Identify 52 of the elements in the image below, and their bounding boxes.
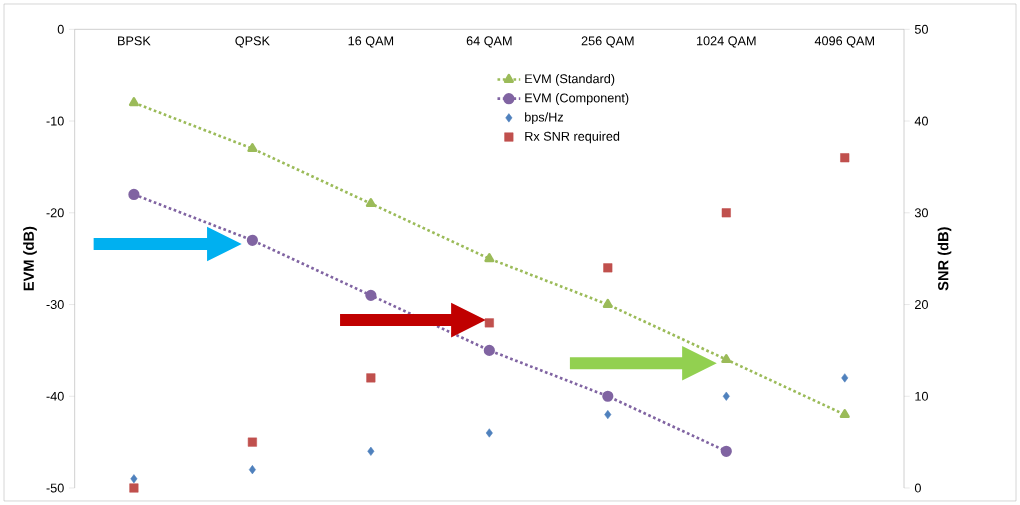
y-tick-label: -30 [46,300,64,310]
point [602,298,613,308]
point [720,445,732,457]
point [485,428,493,438]
legend-label: bps/Hz [525,112,564,125]
point [604,410,612,420]
point [128,188,140,201]
y2-axis-title: SNR (dB) [937,227,952,291]
point [248,465,256,475]
point [483,344,495,356]
point [247,142,258,153]
y2-tick-label: 0 [914,483,921,493]
point [721,208,731,218]
point [365,289,377,301]
x-tick-label: 16 QAM [348,36,394,48]
point [602,390,614,402]
point [721,353,732,364]
point [839,408,850,419]
y2-tick-label: 10 [915,391,928,401]
point [840,153,850,163]
x-tick-label: 4096 QAM [814,36,874,48]
legend-label: Rx SNR required [525,131,620,144]
point [365,198,376,208]
x-tick-label: 1024 QAM [696,36,756,48]
point [841,373,849,383]
y2-tick-label: 40 [914,116,928,126]
x-tick-label: BPSK [118,36,151,46]
point [129,483,139,493]
y-axis-title: EVM (dB) [23,226,37,291]
y-tick-label: 0 [57,24,64,34]
y2-tick-label: 20 [915,300,928,310]
x-tick-label: 256 QAM [581,36,634,48]
legend-label: EVM (Standard) [525,73,615,86]
point [130,474,138,484]
point [484,318,494,328]
point [128,97,139,107]
legend-label: EVM (Component) [525,93,629,105]
x-tick-label: 64 QAM [466,36,512,48]
y-tick-label: -20 [46,208,64,218]
point [603,263,613,273]
y2-tick-label: 30 [914,208,928,218]
point [366,373,376,383]
y-tick-label: -10 [46,116,64,126]
point [246,234,258,246]
point [367,446,375,456]
y2-tick-label: 50 [914,24,928,34]
point [484,253,495,263]
x-tick-label: QPSK [235,36,270,48]
point [247,437,257,447]
point [722,391,730,401]
y-tick-label: -50 [46,483,64,493]
y-tick-label: -40 [46,391,64,401]
